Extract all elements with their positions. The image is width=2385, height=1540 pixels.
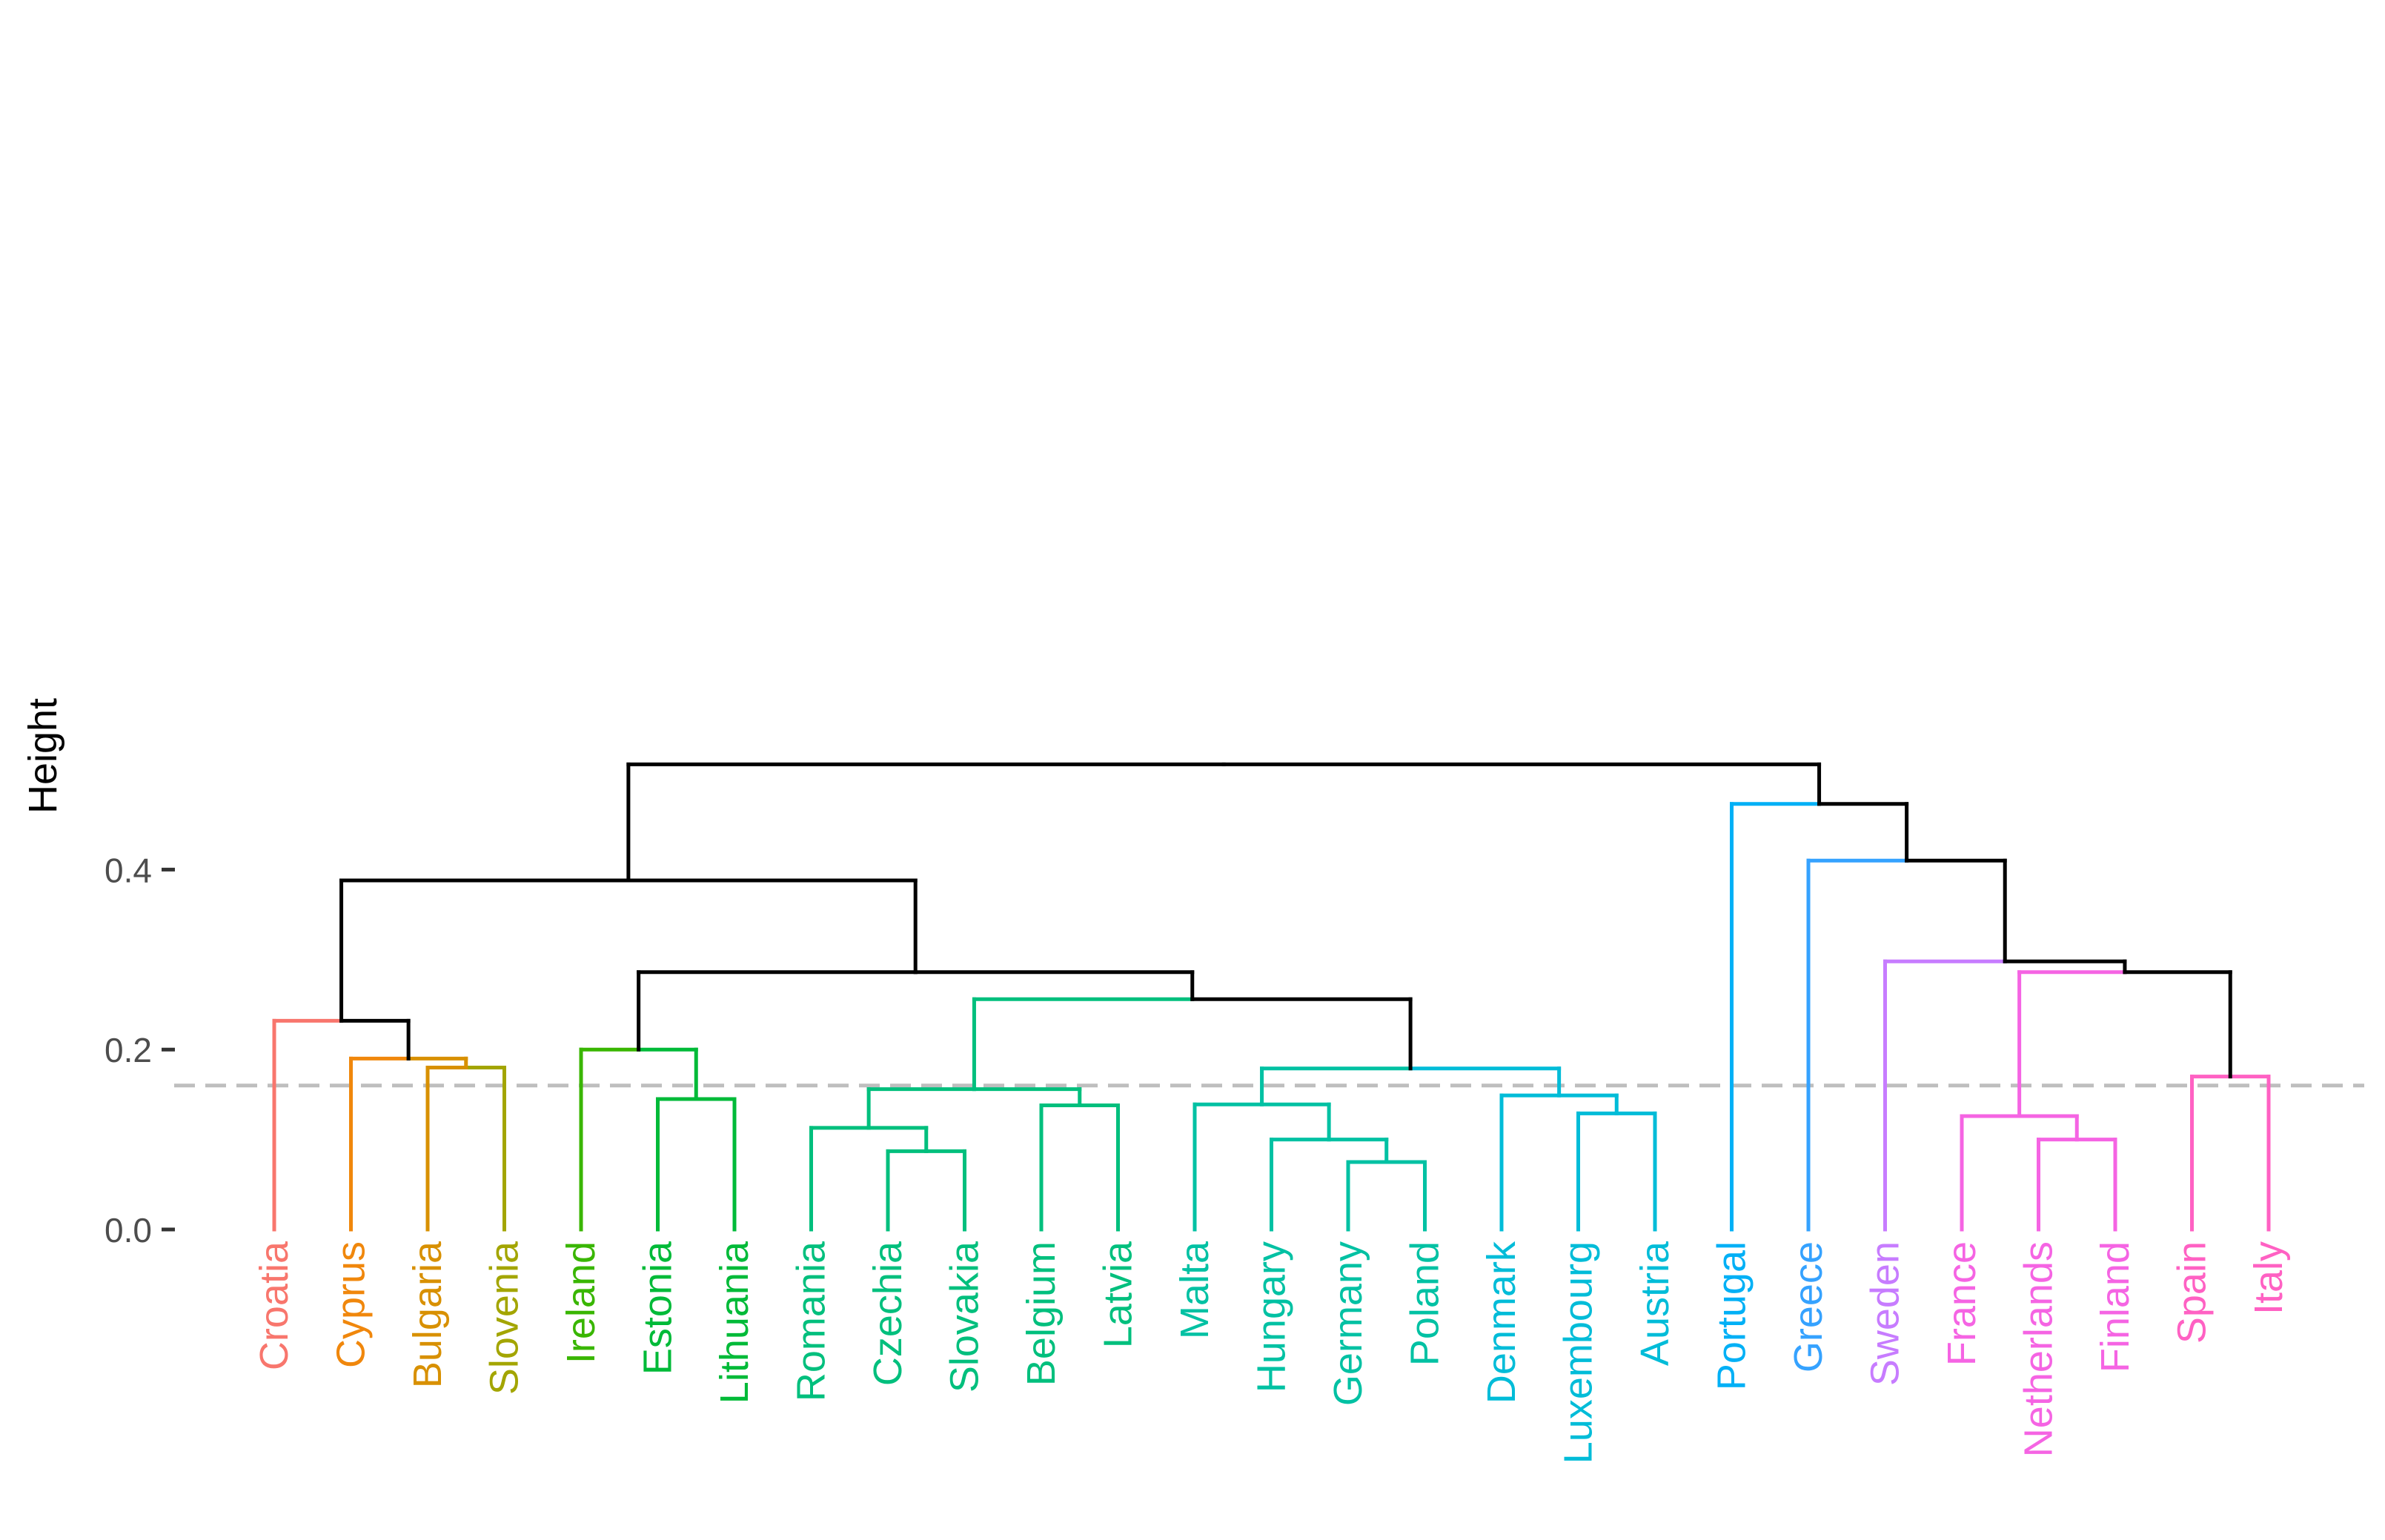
leaf-label-poland: Poland	[1403, 1241, 1447, 1366]
y-axis: Height 0.0 0.2 0.4	[21, 698, 175, 1249]
leaf-label-germany: Germany	[1326, 1241, 1370, 1406]
leaf-label-ireland: Ireland	[559, 1241, 603, 1364]
leaf-label-latvia: Latvia	[1096, 1241, 1141, 1348]
leaf-label-belgium: Belgium	[1019, 1241, 1064, 1386]
leaf-label-greece: Greece	[1786, 1241, 1831, 1373]
leaf-label-malta: Malta	[1172, 1241, 1217, 1339]
leaf-label-austria: Austria	[1633, 1241, 1677, 1366]
leaf-label-cyprus: Cyprus	[329, 1241, 374, 1368]
leaf-label-bulgaria: Bulgaria	[405, 1241, 450, 1388]
leaf-label-italy: Italy	[2246, 1241, 2291, 1315]
leaf-label-sweden: Sweden	[1863, 1241, 1908, 1386]
leaf-label-lithuania: Lithuania	[712, 1241, 757, 1404]
leaf-label-denmark: Denmark	[1479, 1241, 1524, 1404]
y-tick-label-0-4: 0.4	[105, 851, 152, 889]
leaf-label-slovakia: Slovakia	[943, 1241, 987, 1393]
y-tick-label-0-2: 0.2	[105, 1031, 152, 1069]
leaf-label-romania: Romania	[789, 1241, 834, 1401]
leaf-label-luxembourg: Luxembourg	[1556, 1241, 1601, 1464]
dendrogram-links	[272, 762, 2271, 1232]
leaf-labels: Croatia Cyprus Bulgaria Slovenia Ireland Esto…	[252, 1241, 2291, 1464]
y-tick-label-0-0: 0.0	[105, 1211, 152, 1249]
leaf-label-france: France	[1940, 1241, 1984, 1366]
leaf-label-czechia: Czechia	[866, 1241, 910, 1386]
leaf-label-netherlands: Netherlands	[2017, 1241, 2061, 1457]
leaf-label-slovenia: Slovenia	[482, 1241, 527, 1395]
leaf-label-estonia: Estonia	[636, 1241, 680, 1375]
leaf-label-hungary: Hungary	[1250, 1241, 1294, 1393]
y-axis-title: Height	[21, 698, 65, 814]
leaf-label-spain: Spain	[2170, 1241, 2215, 1344]
leaf-label-finland: Finland	[2093, 1241, 2137, 1373]
leaf-label-croatia: Croatia	[252, 1241, 296, 1370]
leaf-label-portugal: Portugal	[1710, 1241, 1754, 1390]
